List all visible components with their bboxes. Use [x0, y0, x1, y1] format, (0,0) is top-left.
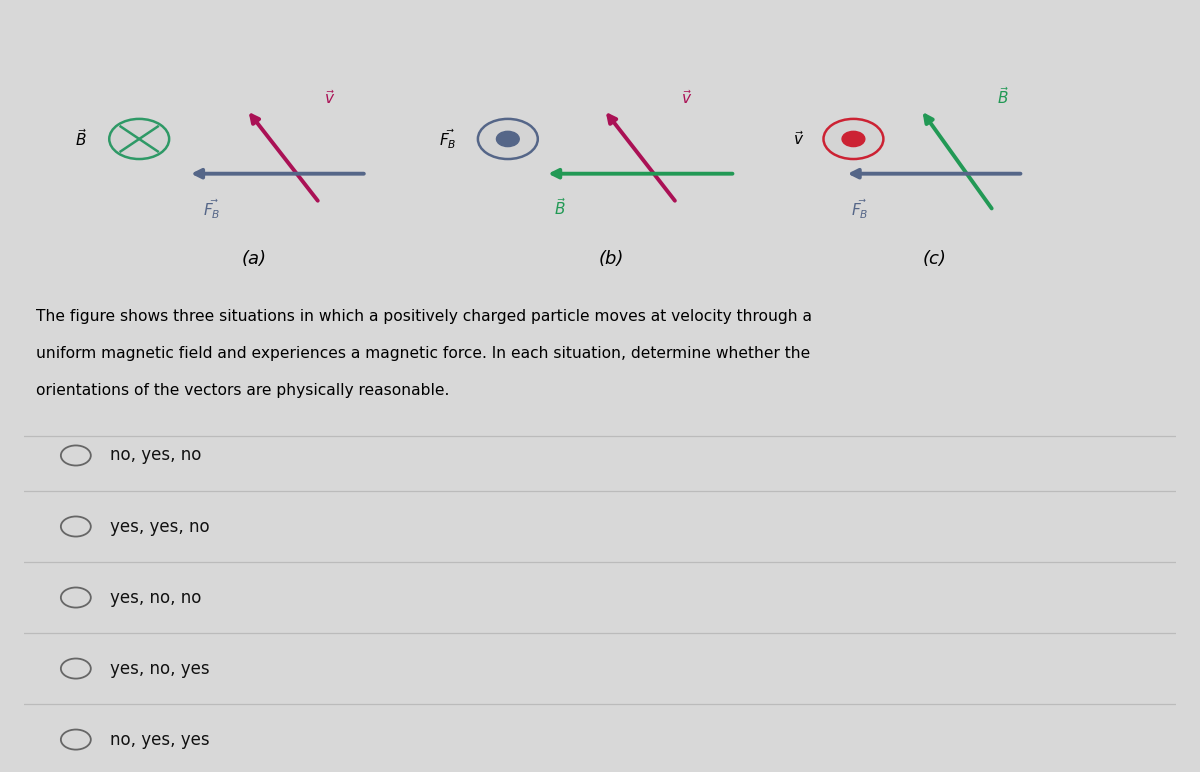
- Text: $\vec{v}$: $\vec{v}$: [793, 130, 804, 148]
- Text: orientations of the vectors are physically reasonable.: orientations of the vectors are physical…: [36, 383, 449, 398]
- Text: $\vec{v}$: $\vec{v}$: [324, 89, 335, 107]
- Text: $\vec{F_B}$: $\vec{F_B}$: [851, 197, 869, 221]
- Text: The figure shows three situations in which a positively charged particle moves a: The figure shows three situations in whi…: [36, 309, 811, 323]
- Text: $\vec{F_B}$: $\vec{F_B}$: [203, 197, 220, 221]
- Circle shape: [109, 119, 169, 159]
- Text: yes, no, no: yes, no, no: [110, 588, 202, 607]
- Text: $\vec{B}$: $\vec{B}$: [554, 197, 566, 218]
- FancyBboxPatch shape: [24, 0, 1176, 293]
- Text: no, yes, no: no, yes, no: [110, 446, 202, 465]
- Text: $\vec{v}$: $\vec{v}$: [680, 89, 692, 107]
- Text: yes, no, yes: yes, no, yes: [110, 659, 210, 678]
- Text: $\vec{F_B}$: $\vec{F_B}$: [438, 127, 456, 151]
- Text: (b): (b): [599, 249, 624, 268]
- Text: (a): (a): [242, 249, 266, 268]
- Circle shape: [497, 131, 520, 147]
- Text: (c): (c): [922, 249, 946, 268]
- Circle shape: [478, 119, 538, 159]
- Text: yes, yes, no: yes, yes, no: [110, 517, 210, 536]
- Text: uniform magnetic field and experiences a magnetic force. In each situation, dete: uniform magnetic field and experiences a…: [36, 346, 810, 361]
- Circle shape: [823, 119, 883, 159]
- Text: $\vec{B}$: $\vec{B}$: [997, 86, 1009, 107]
- Text: no, yes, yes: no, yes, yes: [110, 730, 210, 749]
- Circle shape: [842, 131, 865, 147]
- Text: $\vec{B}$: $\vec{B}$: [74, 128, 88, 150]
